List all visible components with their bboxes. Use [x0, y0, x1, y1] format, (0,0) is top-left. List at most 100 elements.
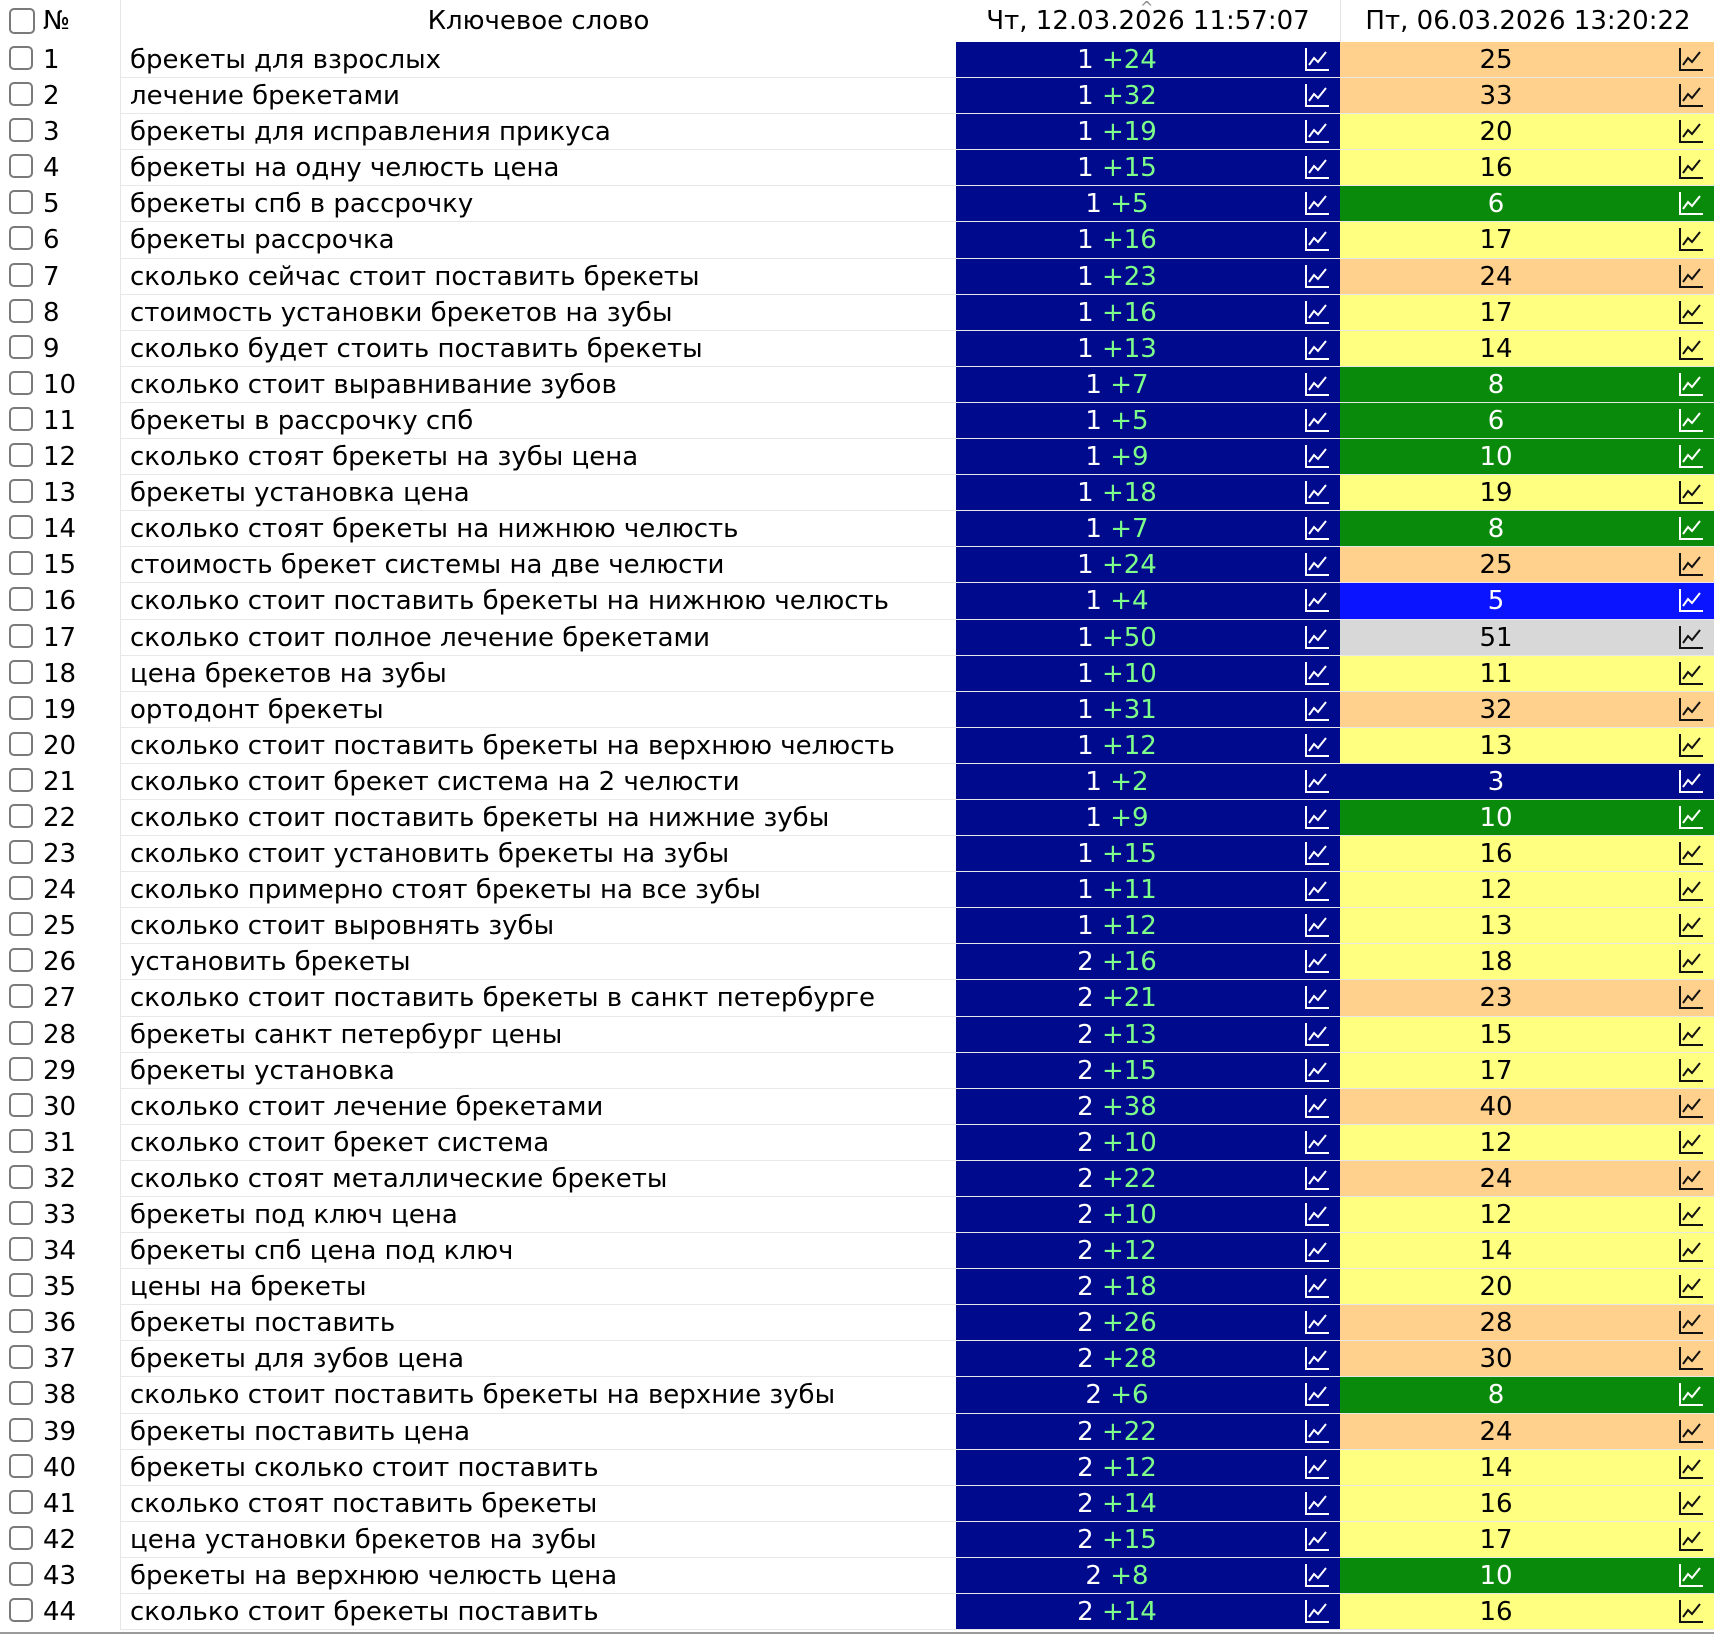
chart-line-icon[interactable]	[1304, 443, 1330, 469]
row-checkbox[interactable]	[9, 551, 33, 576]
chart-line-icon[interactable]	[1678, 1057, 1704, 1083]
chart-line-icon[interactable]	[1304, 984, 1330, 1010]
chart-line-icon[interactable]	[1678, 732, 1704, 758]
chart-line-icon[interactable]	[1678, 1418, 1704, 1444]
row-checkbox[interactable]	[9, 118, 33, 143]
row-checkbox[interactable]	[9, 695, 33, 720]
row-checkbox[interactable]	[9, 1020, 33, 1045]
chart-line-icon[interactable]	[1304, 515, 1330, 541]
chart-line-icon[interactable]	[1304, 335, 1330, 361]
chart-line-icon[interactable]	[1678, 1273, 1704, 1299]
chart-line-icon[interactable]	[1304, 190, 1330, 216]
chart-line-icon[interactable]	[1304, 696, 1330, 722]
row-checkbox[interactable]	[9, 406, 33, 431]
chart-line-icon[interactable]	[1304, 948, 1330, 974]
chart-line-icon[interactable]	[1304, 118, 1330, 144]
chart-line-icon[interactable]	[1678, 263, 1704, 289]
row-checkbox[interactable]	[9, 1381, 33, 1406]
column-header-date-1[interactable]: Чт, 12.03.2026 11:57:07	[986, 6, 1310, 36]
chart-line-icon[interactable]	[1678, 371, 1704, 397]
chart-line-icon[interactable]	[1304, 876, 1330, 902]
chart-line-icon[interactable]	[1678, 768, 1704, 794]
chart-line-icon[interactable]	[1678, 1381, 1704, 1407]
chart-line-icon[interactable]	[1304, 226, 1330, 252]
chart-line-icon[interactable]	[1678, 1598, 1704, 1624]
row-checkbox[interactable]	[9, 154, 33, 179]
row-checkbox[interactable]	[9, 623, 33, 648]
chart-line-icon[interactable]	[1304, 804, 1330, 830]
row-checkbox[interactable]	[9, 82, 33, 107]
chart-line-icon[interactable]	[1678, 82, 1704, 108]
chart-line-icon[interactable]	[1678, 1309, 1704, 1335]
row-checkbox[interactable]	[9, 1598, 33, 1623]
chart-line-icon[interactable]	[1678, 696, 1704, 722]
chart-line-icon[interactable]	[1678, 299, 1704, 325]
chart-line-icon[interactable]	[1304, 1418, 1330, 1444]
chart-line-icon[interactable]	[1304, 1598, 1330, 1624]
row-checkbox[interactable]	[9, 1237, 33, 1262]
row-checkbox[interactable]	[9, 1128, 33, 1153]
row-checkbox[interactable]	[9, 948, 33, 973]
column-header-number[interactable]: №	[43, 6, 71, 36]
chart-line-icon[interactable]	[1304, 1345, 1330, 1371]
chart-line-icon[interactable]	[1304, 1201, 1330, 1227]
chart-line-icon[interactable]	[1304, 840, 1330, 866]
chart-line-icon[interactable]	[1678, 660, 1704, 686]
chart-line-icon[interactable]	[1678, 912, 1704, 938]
row-checkbox[interactable]	[9, 1201, 33, 1225]
chart-line-icon[interactable]	[1678, 335, 1704, 361]
chart-line-icon[interactable]	[1678, 984, 1704, 1010]
chart-line-icon[interactable]	[1304, 407, 1330, 433]
chart-line-icon[interactable]	[1678, 515, 1704, 541]
chart-line-icon[interactable]	[1304, 1129, 1330, 1155]
chart-line-icon[interactable]	[1678, 407, 1704, 433]
chart-line-icon[interactable]	[1678, 1562, 1704, 1588]
row-checkbox[interactable]	[9, 840, 33, 865]
chart-line-icon[interactable]	[1678, 876, 1704, 902]
chart-line-icon[interactable]	[1304, 768, 1330, 794]
chart-line-icon[interactable]	[1304, 299, 1330, 325]
chart-line-icon[interactable]	[1304, 912, 1330, 938]
chart-line-icon[interactable]	[1678, 1345, 1704, 1371]
row-checkbox[interactable]	[9, 1345, 33, 1370]
row-checkbox[interactable]	[9, 370, 33, 395]
chart-line-icon[interactable]	[1304, 82, 1330, 108]
chart-line-icon[interactable]	[1678, 804, 1704, 830]
chart-line-icon[interactable]	[1304, 732, 1330, 758]
chart-line-icon[interactable]	[1304, 1273, 1330, 1299]
row-checkbox[interactable]	[9, 190, 33, 215]
chart-line-icon[interactable]	[1304, 660, 1330, 686]
chart-line-icon[interactable]	[1678, 1093, 1704, 1119]
chart-line-icon[interactable]	[1678, 1237, 1704, 1263]
chart-line-icon[interactable]	[1678, 1490, 1704, 1516]
row-checkbox[interactable]	[9, 1056, 33, 1081]
row-checkbox[interactable]	[9, 587, 33, 612]
row-checkbox[interactable]	[9, 1561, 33, 1586]
row-checkbox[interactable]	[9, 479, 33, 504]
row-checkbox[interactable]	[9, 659, 33, 684]
chart-line-icon[interactable]	[1304, 1165, 1330, 1191]
chart-line-icon[interactable]	[1304, 1021, 1330, 1047]
chart-line-icon[interactable]	[1304, 1526, 1330, 1552]
chart-line-icon[interactable]	[1304, 1093, 1330, 1119]
chart-line-icon[interactable]	[1304, 1309, 1330, 1335]
chart-line-icon[interactable]	[1678, 226, 1704, 252]
row-checkbox[interactable]	[9, 1273, 33, 1298]
row-checkbox[interactable]	[9, 767, 33, 792]
chart-line-icon[interactable]	[1678, 1526, 1704, 1552]
chart-line-icon[interactable]	[1304, 624, 1330, 650]
row-checkbox[interactable]	[9, 1453, 33, 1478]
chart-line-icon[interactable]	[1304, 1057, 1330, 1083]
chart-line-icon[interactable]	[1304, 479, 1330, 505]
chart-line-icon[interactable]	[1304, 587, 1330, 613]
row-checkbox[interactable]	[9, 46, 33, 70]
row-checkbox[interactable]	[9, 334, 33, 359]
chart-line-icon[interactable]	[1678, 154, 1704, 180]
chart-line-icon[interactable]	[1678, 948, 1704, 974]
column-header-date-2[interactable]: Пт, 06.03.2026 13:20:22	[1340, 0, 1714, 42]
select-all-checkbox[interactable]	[9, 8, 35, 34]
chart-line-icon[interactable]	[1678, 587, 1704, 613]
row-checkbox[interactable]	[9, 262, 33, 287]
chart-line-icon[interactable]	[1304, 154, 1330, 180]
row-checkbox[interactable]	[9, 1417, 33, 1442]
